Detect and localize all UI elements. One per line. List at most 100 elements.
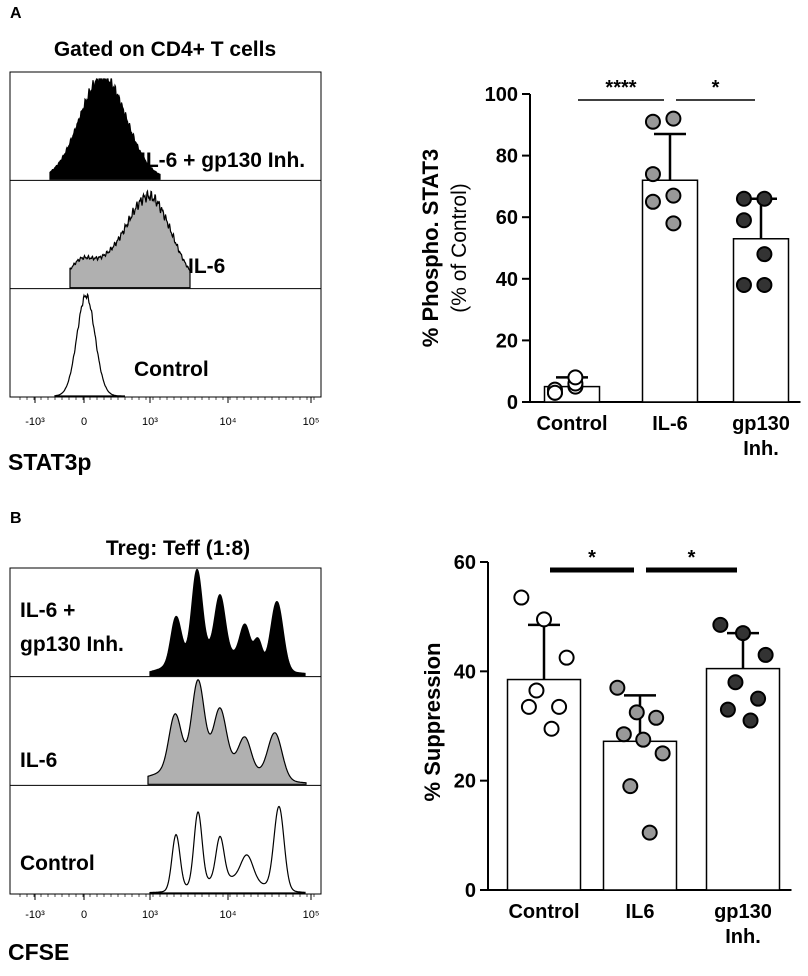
data-point-2-2 bbox=[735, 212, 752, 229]
data-point-2-1 bbox=[735, 625, 751, 642]
y-tick-label: 40 bbox=[496, 269, 518, 291]
data-point-1-4 bbox=[644, 193, 661, 210]
data-point-2-3 bbox=[727, 674, 744, 691]
bar-0 bbox=[506, 678, 582, 891]
data-point-1-6 bbox=[622, 778, 639, 795]
significance-label-0: * bbox=[588, 547, 596, 569]
significance-label-0: **** bbox=[605, 77, 636, 99]
data-point-2-5 bbox=[756, 276, 773, 293]
data-point-0-2 bbox=[558, 649, 575, 666]
data-point-1-3 bbox=[615, 726, 632, 743]
data-point-2-4 bbox=[735, 276, 752, 293]
category-label-1: IL6 bbox=[626, 901, 655, 923]
data-point-0-0 bbox=[513, 589, 530, 606]
data-point-1-1 bbox=[665, 110, 682, 127]
category-label-0: Control bbox=[508, 901, 579, 923]
histogram-tick-label: 10⁴ bbox=[220, 416, 237, 428]
track-label-0-line-1: gp130 Inh. bbox=[20, 633, 124, 656]
panel-B-label: B bbox=[10, 510, 22, 527]
data-point-2-2 bbox=[757, 646, 774, 663]
category-label-2: Inh. bbox=[743, 438, 779, 460]
data-point-2-1 bbox=[756, 190, 773, 207]
histogram-tick-label: 10⁵ bbox=[303, 416, 320, 428]
data-point-0-5 bbox=[520, 698, 537, 715]
data-point-0-4 bbox=[551, 698, 568, 715]
data-point-0-1 bbox=[536, 611, 552, 628]
y-tick-label: 0 bbox=[507, 392, 518, 414]
data-point-1-0 bbox=[609, 679, 626, 696]
panel-B-bar-chart: 0 20 40 60 % Suppression Control IL6 gp130 Inh. *… bbox=[420, 547, 792, 948]
y-axis-label: % Suppression bbox=[420, 643, 445, 802]
data-point-2-5 bbox=[719, 701, 736, 718]
panel-A-histogram: A Gated on CD4+ T cells IL-6 + gp130 Inh. I… bbox=[8, 5, 322, 475]
data-point-1-1 bbox=[628, 704, 645, 721]
y-tick-label: 0 bbox=[465, 880, 476, 902]
y-tick-label: 80 bbox=[496, 146, 518, 168]
y-tick-label: 60 bbox=[454, 552, 476, 574]
histogram-xlabel: CFSE bbox=[8, 939, 69, 965]
track-label-0-line-0: IL-6 + bbox=[20, 599, 75, 622]
track-label-1-line-0: IL-6 bbox=[20, 749, 57, 772]
bar-1 bbox=[602, 740, 678, 891]
significance-label-1: * bbox=[712, 77, 720, 99]
histogram-title: Treg: Teff (1:8) bbox=[106, 537, 250, 560]
histogram-tick-label: 10³ bbox=[142, 909, 158, 921]
panel-B-histogram: B Treg: Teff (1:8) IL-6 + gp130 Inh. IL-6 Con… bbox=[8, 510, 322, 965]
data-point-0-3 bbox=[528, 682, 545, 699]
track-label-1: IL-6 bbox=[188, 255, 225, 278]
bar-1 bbox=[641, 179, 699, 403]
data-point-1-3 bbox=[665, 187, 682, 204]
histogram-curve-1 bbox=[69, 189, 191, 289]
histogram-title: Gated on CD4+ T cells bbox=[54, 38, 276, 61]
histogram-tick-label: 10⁴ bbox=[220, 909, 237, 921]
histogram-tick-label: 10³ bbox=[142, 416, 158, 428]
track-label-2: Control bbox=[134, 358, 209, 381]
data-point-1-2 bbox=[644, 166, 661, 183]
histogram-tick-label: 0 bbox=[81, 416, 87, 428]
y-tick-label: 100 bbox=[485, 84, 518, 106]
histogram-xlabel: STAT3p bbox=[8, 449, 91, 475]
histogram-tick-label: -10³ bbox=[25, 416, 45, 428]
track-label-0: IL-6 + gp130 Inh. bbox=[140, 149, 305, 172]
data-point-0-6 bbox=[543, 720, 560, 737]
histogram-curve-2 bbox=[149, 805, 306, 894]
histogram-curve-0 bbox=[149, 568, 306, 677]
bar-2 bbox=[732, 238, 790, 403]
y-tick-label: 60 bbox=[496, 207, 518, 229]
track-label-2-line-0: Control bbox=[20, 852, 95, 875]
data-point-1-4 bbox=[635, 731, 652, 748]
histogram-tick-label: -10³ bbox=[25, 909, 45, 921]
y-tick-label: 20 bbox=[496, 330, 518, 352]
histogram-tick-label: 10⁵ bbox=[303, 909, 320, 921]
y-tick-label: 20 bbox=[454, 771, 476, 793]
y-tick-label: 40 bbox=[454, 661, 476, 683]
data-point-1-0 bbox=[644, 113, 661, 130]
histogram-frame bbox=[9, 567, 322, 895]
data-point-1-2 bbox=[648, 709, 665, 726]
data-point-1-5 bbox=[665, 215, 682, 232]
histogram-tick-label: 0 bbox=[81, 909, 87, 921]
category-label-2: Inh. bbox=[725, 926, 761, 948]
data-point-2-0 bbox=[735, 190, 752, 207]
significance-label-1: * bbox=[688, 547, 696, 569]
category-label-2: gp130 bbox=[714, 901, 772, 923]
data-point-2-0 bbox=[712, 616, 729, 633]
histogram-frame bbox=[9, 71, 322, 398]
data-point-1-7 bbox=[641, 824, 658, 841]
category-label-0: Control bbox=[536, 413, 607, 435]
panel-A-label: A bbox=[10, 5, 22, 22]
data-point-2-4 bbox=[750, 690, 767, 707]
data-point-2-6 bbox=[742, 712, 759, 729]
data-point-2-3 bbox=[756, 246, 773, 263]
panel-A-bar-chart: 0 20 40 60 80 100 % Phospho. STAT3 (% of Contro… bbox=[418, 77, 801, 460]
histogram-curve-1 bbox=[147, 679, 307, 785]
histogram-curve-0 bbox=[49, 78, 161, 180]
data-point-0-5 bbox=[567, 369, 584, 386]
data-point-0-4 bbox=[546, 384, 563, 401]
category-label-2: gp130 bbox=[732, 413, 790, 435]
data-point-1-5 bbox=[654, 745, 671, 762]
y-axis-label-2: (% of Control) bbox=[448, 183, 471, 313]
histogram-curve-2 bbox=[54, 292, 125, 397]
category-label-1: IL-6 bbox=[652, 413, 688, 435]
